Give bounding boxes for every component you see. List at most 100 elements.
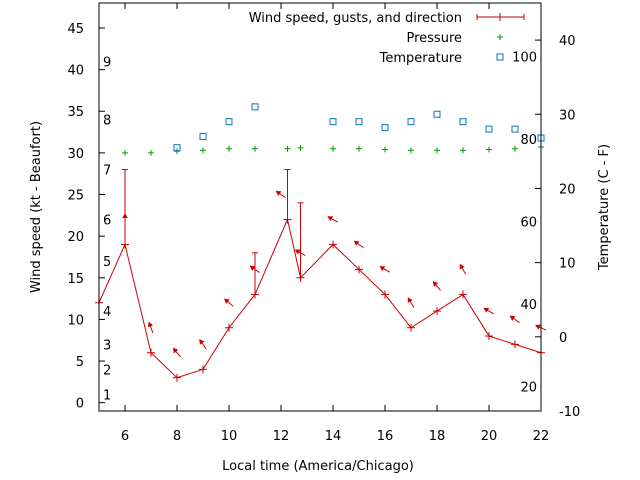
- x-tick-label: 14: [325, 429, 342, 444]
- beaufort-label: 4: [103, 305, 111, 320]
- temperature-point: [251, 103, 259, 111]
- y-left-tick-label: 15: [67, 272, 84, 287]
- wind-point: [381, 290, 389, 299]
- temperature-point: [433, 110, 441, 118]
- pressure-point: [486, 146, 492, 153]
- x-tick-label: 10: [221, 429, 238, 444]
- wind-direction-arrow: [172, 347, 181, 358]
- beaufort-label: 7: [103, 164, 111, 179]
- y-left-tick-label: 10: [67, 313, 84, 328]
- y-left-tick-label: 5: [76, 355, 84, 370]
- y-axis-label-left: Wind speed (kt - Beaufort): [29, 121, 44, 293]
- pressure-point: [356, 145, 362, 152]
- wind-direction-arrow: [199, 339, 207, 350]
- pressure-point: [460, 147, 466, 154]
- gust-bar: [297, 202, 304, 278]
- temperature-point: [329, 118, 337, 126]
- arrow-head: [122, 212, 128, 219]
- gust-bar: [252, 252, 258, 295]
- gust-bar: [284, 169, 291, 220]
- x-tick-label: 6: [121, 429, 129, 444]
- y-right-tick-label: 10: [559, 257, 576, 272]
- wind-point: [147, 348, 155, 357]
- temperature-point: [173, 144, 181, 152]
- y-right-tick-label: -10: [559, 405, 580, 420]
- x-tick-label: 12: [273, 429, 290, 444]
- temperature-point: [459, 118, 467, 126]
- arrow-head: [327, 216, 334, 222]
- arrow-head: [432, 281, 439, 287]
- y-left-tick-label: 40: [67, 64, 84, 79]
- fahrenheit-label: 80: [520, 133, 537, 148]
- arrow-head: [353, 240, 360, 246]
- axes-layer: 6 8 10 12 14 16 18 20 22051015202530354045-10010…: [67, 3, 580, 444]
- fahrenheit-label: 100: [512, 51, 537, 66]
- pressure-point: [284, 145, 291, 152]
- y-right-tick-label: 40: [559, 34, 576, 49]
- pressure-point: [148, 149, 154, 156]
- wind-point: [433, 307, 441, 316]
- y-left-tick-label: 45: [67, 22, 84, 37]
- arrow-head: [223, 298, 230, 304]
- wind-direction-arrow: [509, 315, 520, 323]
- y-left-tick-label: 30: [67, 147, 84, 162]
- beaufort-label: 1: [103, 388, 111, 403]
- pressure-point: [330, 145, 336, 152]
- wind-point: [355, 265, 363, 274]
- temperature-point: [225, 118, 233, 126]
- legend-label-pressure: Pressure: [406, 31, 462, 46]
- legend-label-wind: Wind speed, gusts, and direction: [249, 11, 462, 26]
- wind-point: [459, 290, 467, 299]
- y-right-tick-label: 0: [559, 331, 567, 346]
- arrow-head: [275, 190, 282, 196]
- temperature-point: [511, 125, 519, 133]
- x-axis-label: Local time (America/Chicago): [222, 459, 414, 474]
- arrow-head: [147, 321, 154, 328]
- y-left-tick-label: 20: [67, 230, 84, 245]
- wind-direction-arrow: [249, 265, 260, 274]
- fahrenheit-label: 40: [520, 298, 537, 313]
- arrow-head: [172, 347, 179, 354]
- fahrenheit-label: 20: [520, 380, 537, 395]
- wind-point: [407, 323, 415, 332]
- beaufort-label: 6: [103, 213, 111, 228]
- wind-point: [329, 240, 337, 249]
- beaufort-label: 8: [103, 114, 111, 129]
- pressure-point: [512, 145, 518, 152]
- x-tick-label: 22: [533, 429, 550, 444]
- legend: Wind speed, gusts, and direction Pressure…: [249, 11, 525, 66]
- x-tick-label: 16: [377, 429, 394, 444]
- temperature-point: [381, 124, 389, 132]
- pressure-point: [122, 149, 128, 156]
- wind-direction-arrow: [459, 263, 467, 275]
- pressure-point: [434, 147, 440, 154]
- beaufort-label: 5: [103, 255, 111, 270]
- arrow-head: [459, 263, 465, 270]
- arrow-head: [407, 297, 413, 303]
- temperature-point: [199, 133, 207, 141]
- temperature-point: [407, 118, 415, 126]
- gust-bar: [122, 169, 128, 245]
- y-right-tick-label: 30: [559, 108, 576, 123]
- wind-point: [485, 332, 493, 341]
- arrow-head: [509, 315, 516, 321]
- wind-point: [225, 323, 233, 332]
- beaufort-label: 9: [103, 55, 111, 70]
- pressure-point: [252, 145, 258, 152]
- y-right-tick-label: 20: [559, 182, 576, 197]
- fahrenheit-label: 60: [520, 215, 537, 230]
- legend-swatch-temperature: [496, 53, 504, 61]
- arrow-head: [379, 266, 386, 272]
- plot-content: [95, 103, 547, 382]
- wind-direction-arrow: [122, 212, 128, 225]
- wind-direction-arrow: [483, 307, 495, 315]
- y-axis-label-right: Temperature (C - F): [597, 144, 612, 271]
- temperature-point: [485, 125, 493, 133]
- x-tick-label: 18: [429, 429, 446, 444]
- pressure-point: [200, 147, 206, 154]
- wind-direction-arrow: [432, 281, 441, 291]
- wind-speed-line: [98, 217, 542, 379]
- x-tick-label: 20: [481, 429, 498, 444]
- legend-label-temperature: Temperature: [379, 51, 462, 66]
